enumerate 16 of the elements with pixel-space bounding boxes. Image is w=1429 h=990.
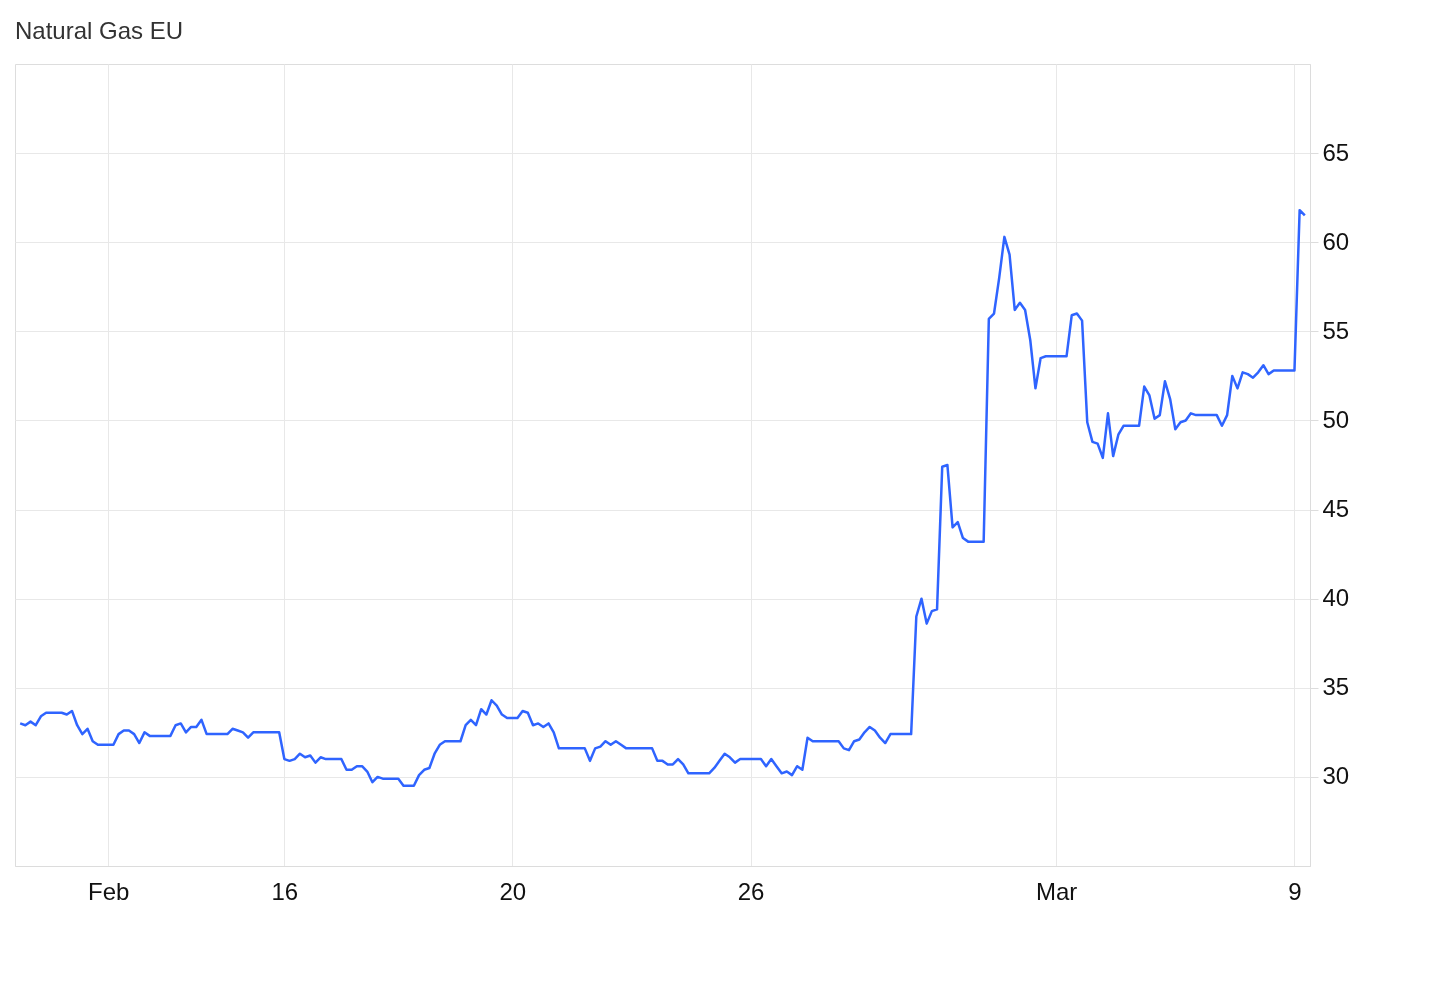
y-tick-label: 65	[1322, 138, 1350, 166]
chart-title: Natural Gas EU	[15, 17, 184, 44]
y-tick-label: 45	[1322, 495, 1350, 523]
x-tick-label: 20	[499, 877, 527, 905]
x-tick-label: 26	[737, 877, 765, 905]
x-tick-label: 9	[1288, 877, 1302, 905]
y-tick-label: 50	[1322, 405, 1350, 433]
y-tick-label: 55	[1322, 316, 1350, 344]
y-tick-label: 40	[1322, 584, 1350, 612]
line-series	[18, 208, 1307, 788]
x-tick-label: 16	[271, 877, 299, 905]
x-tick-label: Mar	[1036, 877, 1078, 905]
y-tick-label: 35	[1322, 673, 1350, 701]
y-tick-label: 30	[1322, 762, 1350, 790]
y-tick-label: 60	[1322, 227, 1350, 255]
x-tick-label: Feb	[88, 877, 130, 905]
